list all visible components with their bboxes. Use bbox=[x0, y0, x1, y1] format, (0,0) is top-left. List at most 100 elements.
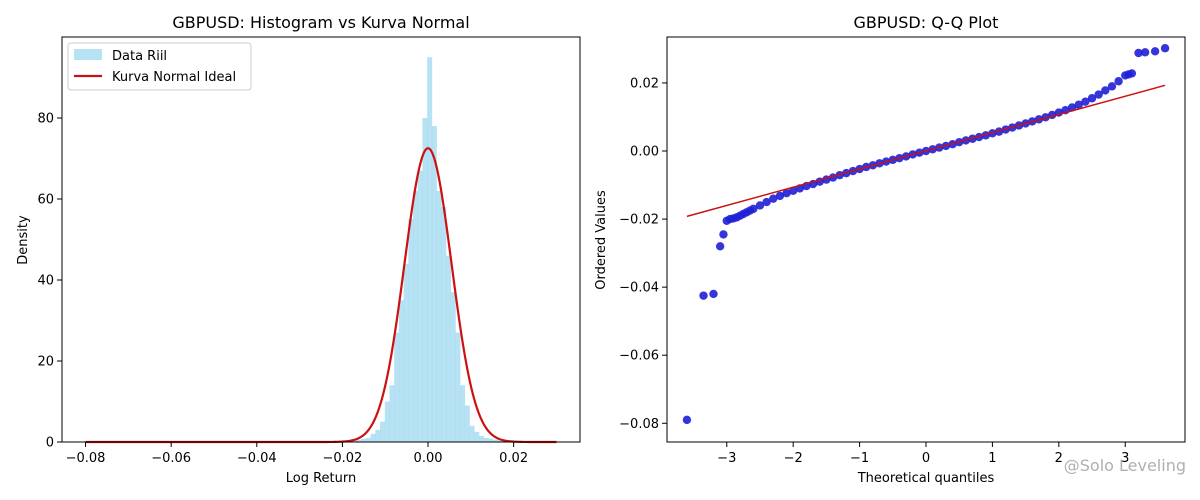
qq-reference-line bbox=[686, 84, 1166, 218]
qq-point bbox=[1140, 48, 1150, 57]
histogram-bar bbox=[488, 438, 494, 442]
histogram-bar bbox=[389, 385, 395, 442]
qq-point bbox=[1074, 100, 1083, 109]
qq-point bbox=[769, 194, 778, 203]
qq-x-tick-label: 0 bbox=[922, 451, 930, 466]
histogram-bar bbox=[464, 405, 470, 442]
qq-x-ticks: −3 −2 −1 0 1 2 3 bbox=[717, 442, 1129, 466]
histogram-y-tick-label: 0 bbox=[46, 436, 54, 451]
qq-x-tick-label: −1 bbox=[850, 451, 869, 466]
legend-bars-swatch bbox=[74, 49, 102, 60]
histogram-bar bbox=[431, 126, 437, 442]
histogram-y-tick-label: 60 bbox=[37, 193, 54, 208]
qq-point bbox=[755, 201, 765, 210]
qq-x-tick-label: 1 bbox=[988, 451, 996, 466]
legend-frame bbox=[67, 42, 252, 91]
qq-points bbox=[682, 44, 1170, 425]
qq-point bbox=[682, 415, 692, 425]
histogram-title: GBPUSD: Histogram vs Kurva Normal bbox=[172, 13, 469, 32]
histogram-x-ticks: −0.08 −0.06 −0.04 −0.02 0.00 0.02 bbox=[66, 442, 528, 466]
histogram-bar bbox=[469, 425, 475, 442]
qq-point bbox=[699, 291, 708, 300]
histogram-bar bbox=[361, 438, 367, 442]
histogram-y-tick-label: 20 bbox=[37, 355, 54, 370]
histogram-bar bbox=[483, 437, 489, 442]
qq-point bbox=[775, 191, 785, 201]
qq-point bbox=[762, 197, 771, 207]
histogram-y-tick-label: 80 bbox=[37, 112, 54, 127]
histogram-bar bbox=[441, 207, 447, 442]
histogram-bar bbox=[497, 440, 503, 442]
histogram-bar bbox=[356, 439, 362, 442]
histogram-bar bbox=[398, 300, 404, 442]
histogram-bar bbox=[436, 190, 442, 442]
qq-point bbox=[749, 204, 758, 214]
histogram-x-tick-label: 0.00 bbox=[414, 451, 443, 466]
qq-point bbox=[788, 186, 798, 196]
histogram-y-ticks: 0 20 40 60 80 bbox=[37, 112, 62, 451]
qq-y-axis-label: Ordered Values bbox=[594, 190, 609, 290]
histogram-x-tick-label: −0.06 bbox=[151, 451, 191, 466]
histogram-bar bbox=[408, 219, 414, 442]
histogram-bar bbox=[422, 118, 428, 442]
legend-curve-label: Kurva Normal Ideal bbox=[112, 70, 236, 85]
histogram-y-tick-label: 40 bbox=[37, 274, 54, 289]
histogram-x-tick-label: 0.02 bbox=[499, 451, 528, 466]
qq-point bbox=[1087, 94, 1097, 103]
qq-point bbox=[1160, 44, 1170, 53]
histogram-bar bbox=[375, 429, 381, 442]
qq-point bbox=[1127, 69, 1137, 78]
histogram-bar bbox=[394, 332, 400, 442]
histogram-bar bbox=[417, 170, 423, 442]
histogram-bar bbox=[427, 57, 433, 442]
histogram-bar bbox=[380, 421, 386, 442]
histogram-x-tick-label: −0.08 bbox=[66, 451, 106, 466]
histogram-bar bbox=[365, 437, 371, 442]
qq-x-tick-label: 2 bbox=[1055, 451, 1063, 466]
histogram-bar bbox=[370, 433, 376, 442]
qq-x-tick-label: −2 bbox=[784, 451, 803, 466]
legend-bars-label: Data Riil bbox=[112, 49, 167, 64]
qq-plot-title: GBPUSD: Q-Q Plot bbox=[854, 13, 999, 32]
histogram-bar bbox=[460, 385, 466, 442]
histogram-bar bbox=[446, 255, 452, 442]
histogram-bar bbox=[493, 439, 499, 442]
histogram-bar bbox=[351, 439, 357, 442]
histogram-bar bbox=[384, 401, 390, 442]
histogram-x-axis-label: Log Return bbox=[286, 471, 357, 486]
histogram-chart: GBPUSD: Histogram vs Kurva Normal −0.08−… bbox=[16, 13, 581, 486]
qq-point bbox=[1101, 86, 1110, 95]
histogram-x-tick-label: −0.04 bbox=[237, 451, 277, 466]
qq-y-tick-label: −0.06 bbox=[619, 349, 659, 364]
watermark: @Solo Leveling bbox=[1064, 456, 1186, 475]
qq-plot-frame bbox=[666, 36, 1186, 443]
histogram-bar bbox=[455, 332, 461, 442]
qq-y-ticks: −0.08 −0.06 −0.04 −0.02 0.00 0.02 bbox=[619, 76, 667, 432]
qq-point bbox=[1094, 90, 1103, 99]
qq-point bbox=[1134, 48, 1143, 58]
histogram-bar bbox=[413, 190, 419, 442]
histogram-x-tick-label: −0.02 bbox=[322, 451, 362, 466]
histogram-bars bbox=[342, 57, 508, 442]
qq-plot-chart: GBPUSD: Q-Q Plot −3 −2 −1 0 1 2 3 −0.08−0.06−0… bbox=[594, 13, 1186, 486]
qq-point bbox=[782, 189, 791, 198]
qq-point bbox=[719, 230, 728, 239]
qq-y-tick-label: 0.02 bbox=[630, 76, 659, 91]
histogram-bar bbox=[478, 435, 484, 442]
qq-point bbox=[715, 242, 725, 251]
qq-y-tick-label: −0.02 bbox=[619, 213, 659, 228]
qq-x-axis-label: Theoretical quantiles bbox=[857, 471, 995, 486]
qq-point bbox=[1081, 97, 1090, 106]
qq-x-tick-label: −3 bbox=[717, 451, 736, 466]
histogram-bar bbox=[450, 292, 456, 442]
qq-y-tick-label: −0.04 bbox=[619, 281, 659, 296]
histogram-plot-frame bbox=[61, 36, 581, 443]
qq-point bbox=[1150, 47, 1160, 56]
qq-y-tick-label: 0.00 bbox=[630, 145, 659, 160]
histogram-bar bbox=[474, 431, 480, 442]
qq-point bbox=[1107, 82, 1117, 91]
histogram-bar bbox=[403, 263, 409, 442]
histogram-legend: Data Riil Kurva Normal Ideal bbox=[67, 42, 252, 91]
qq-point bbox=[709, 289, 718, 299]
